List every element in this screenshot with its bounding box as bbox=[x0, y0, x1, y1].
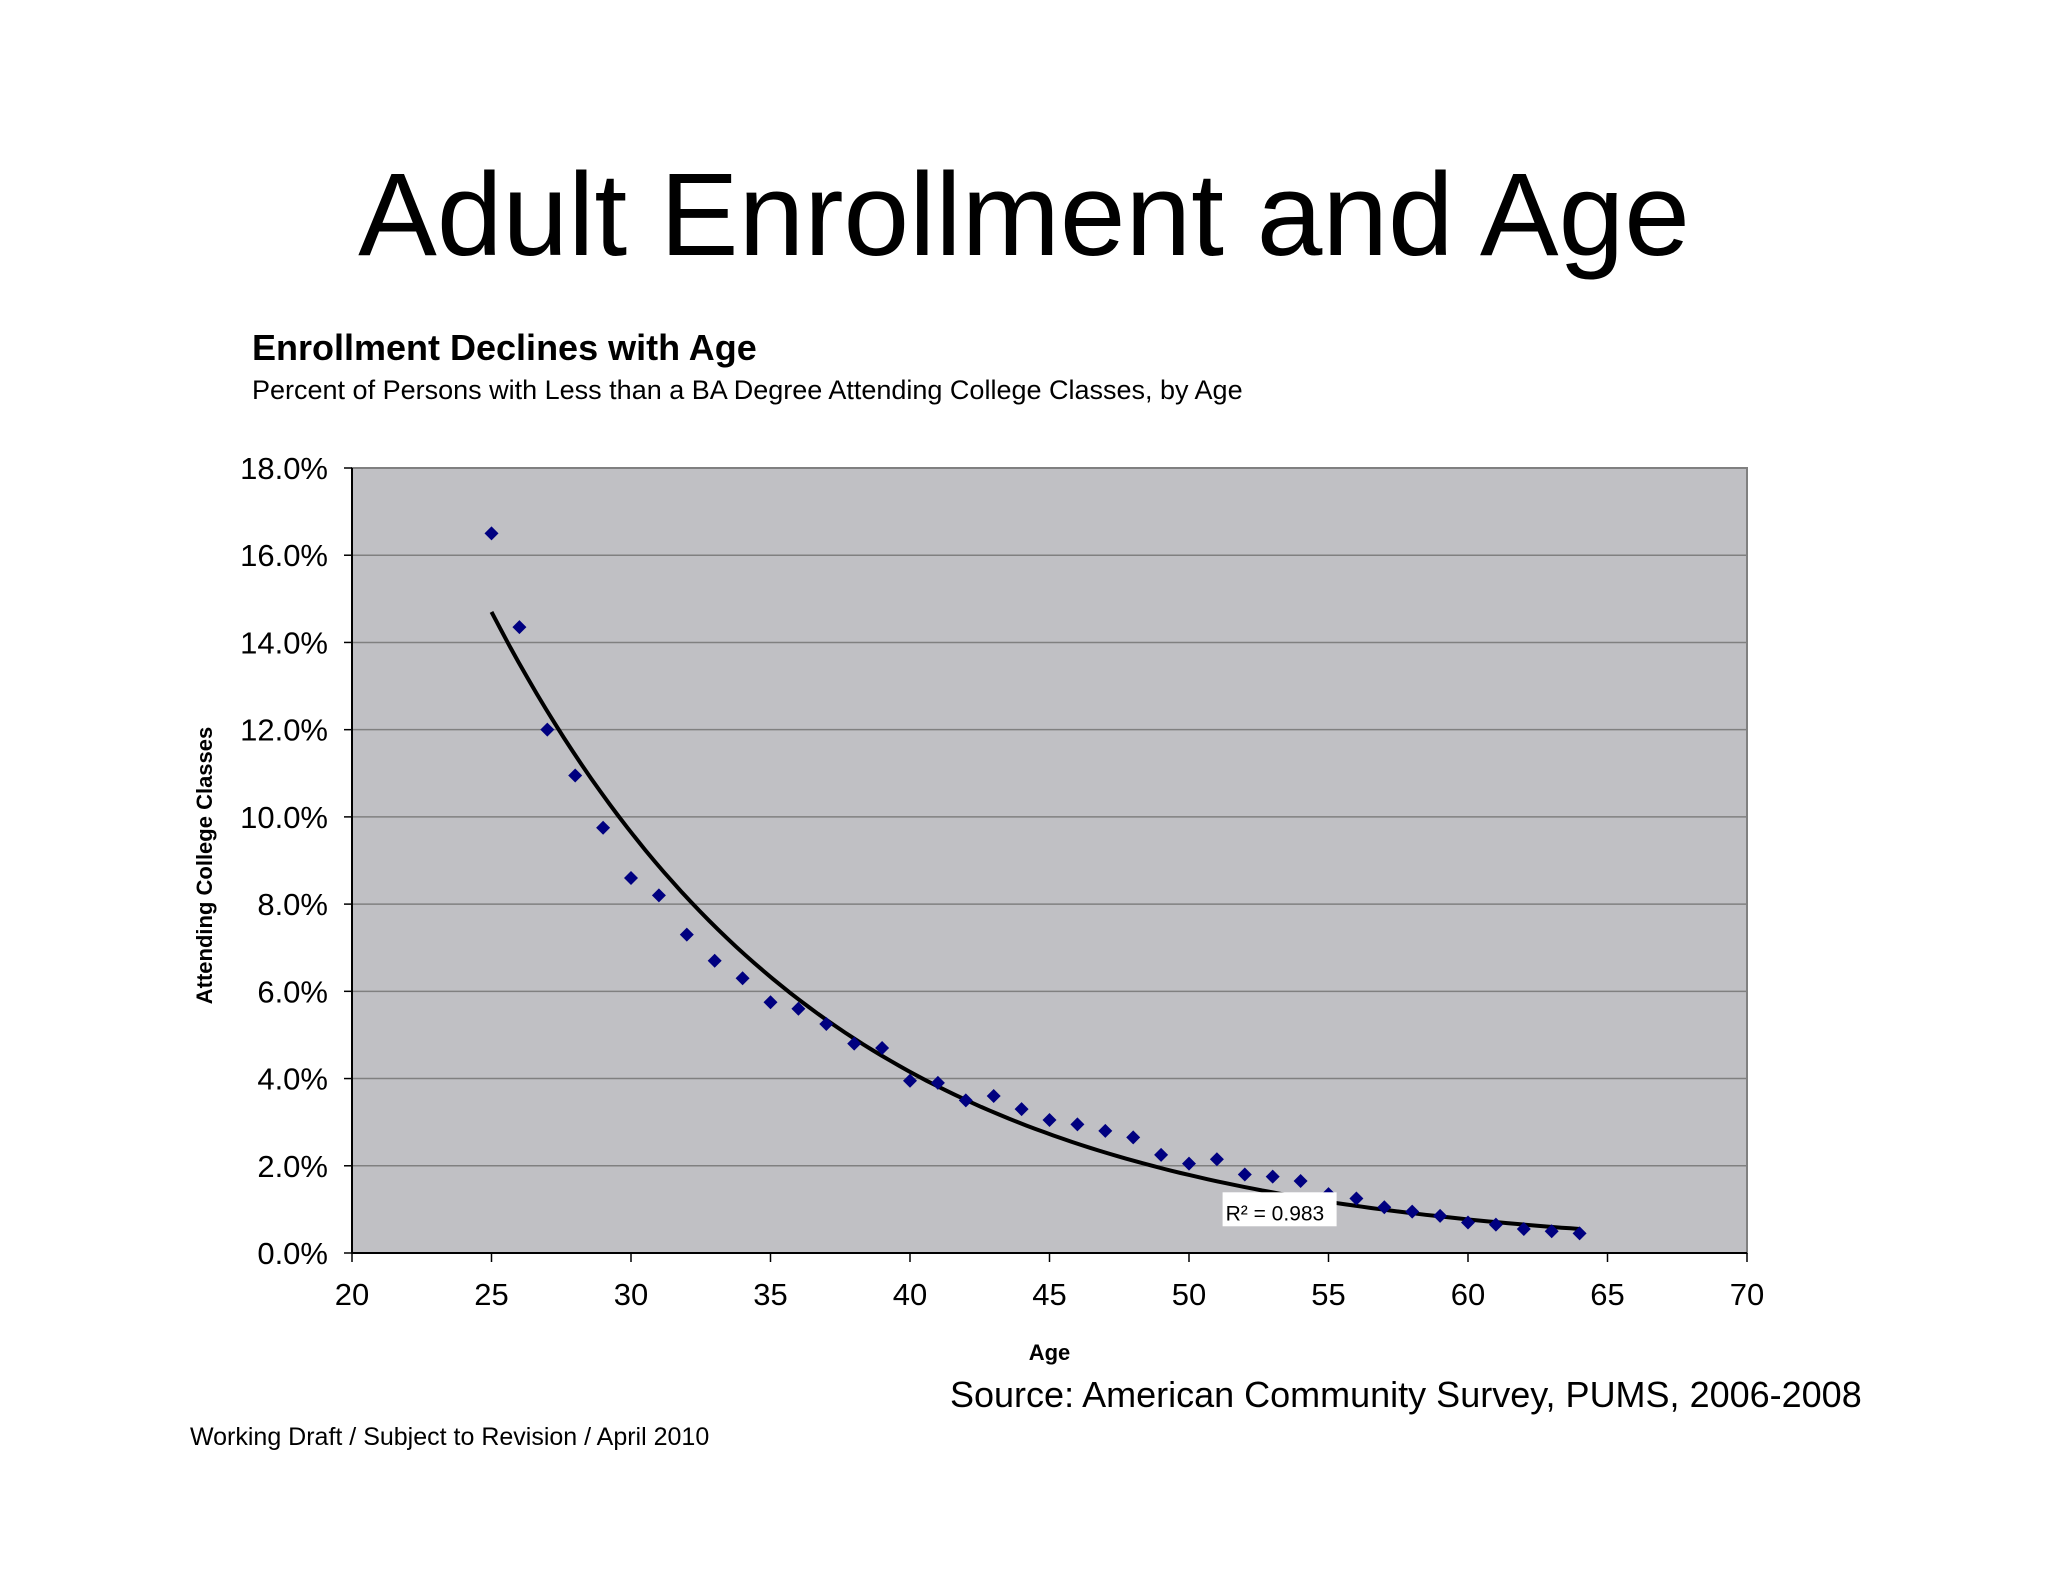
data-point bbox=[651, 888, 666, 903]
x-tick-label: 55 bbox=[1311, 1277, 1345, 1312]
data-point bbox=[1237, 1167, 1252, 1182]
data-point bbox=[596, 820, 611, 835]
data-point bbox=[986, 1089, 1001, 1103]
trendline bbox=[489, 610, 1580, 1231]
x-tick-label: 20 bbox=[335, 1277, 369, 1312]
data-point bbox=[1461, 1215, 1475, 1230]
data-point bbox=[1405, 1204, 1420, 1219]
x-tick-label: 30 bbox=[614, 1277, 648, 1312]
data-point bbox=[1209, 1152, 1224, 1167]
data-point bbox=[568, 768, 583, 783]
r-squared-box bbox=[1222, 1192, 1337, 1227]
data-point bbox=[930, 1075, 945, 1090]
data-point bbox=[1182, 1156, 1196, 1171]
data-point bbox=[1377, 1200, 1392, 1215]
data-point bbox=[875, 1041, 890, 1056]
x-tick-label: 65 bbox=[1590, 1277, 1624, 1312]
chart-title: Enrollment Declines with Age bbox=[252, 327, 757, 368]
x-tick-label: 60 bbox=[1451, 1277, 1485, 1312]
data-point bbox=[1433, 1208, 1448, 1223]
data-point bbox=[958, 1093, 973, 1108]
data-point bbox=[624, 870, 638, 885]
r-squared-label: R² = 0.983 bbox=[1226, 1202, 1325, 1225]
y-axis-label: Attending College Classes bbox=[192, 727, 217, 1005]
x-tick-label: 70 bbox=[1730, 1277, 1764, 1312]
data-point bbox=[707, 953, 722, 968]
x-axis-label: Age bbox=[1029, 1340, 1071, 1365]
data-point bbox=[1488, 1217, 1503, 1232]
y-tick-label: 14.0% bbox=[240, 625, 328, 660]
data-point bbox=[484, 526, 499, 541]
data-point bbox=[540, 722, 555, 737]
x-tick-label: 50 bbox=[1172, 1277, 1206, 1312]
y-tick-label: 18.0% bbox=[240, 451, 328, 486]
data-point bbox=[847, 1036, 862, 1051]
slide-title: Adult Enrollment and Age bbox=[358, 149, 1690, 281]
data-point bbox=[1544, 1224, 1559, 1239]
source-note: Source: American Community Survey, PUMS,… bbox=[950, 1374, 1862, 1415]
data-point bbox=[1126, 1130, 1141, 1145]
data-point bbox=[819, 1017, 834, 1032]
y-tick-label: 10.0% bbox=[240, 800, 328, 835]
y-tick-label: 2.0% bbox=[257, 1149, 328, 1184]
chart-subtitle: Percent of Persons with Less than a BA D… bbox=[252, 375, 1243, 405]
data-point bbox=[735, 971, 750, 986]
data-point bbox=[1098, 1123, 1113, 1138]
x-tick-label: 35 bbox=[753, 1277, 787, 1312]
data-point bbox=[791, 1001, 806, 1016]
data-point bbox=[1265, 1169, 1280, 1184]
footer-note: Working Draft / Subject to Revision / Ap… bbox=[190, 1423, 710, 1451]
data-point bbox=[763, 995, 778, 1010]
x-tick-label: 45 bbox=[1032, 1277, 1066, 1312]
y-tick-label: 0.0% bbox=[257, 1236, 328, 1271]
data-point bbox=[1014, 1102, 1029, 1117]
data-point bbox=[1293, 1174, 1308, 1189]
data-point bbox=[1516, 1222, 1531, 1237]
y-tick-label: 6.0% bbox=[257, 974, 328, 1009]
x-tick-label: 40 bbox=[893, 1277, 927, 1312]
y-tick-label: 4.0% bbox=[257, 1062, 328, 1097]
data-point bbox=[1349, 1191, 1364, 1206]
data-point bbox=[1070, 1117, 1085, 1132]
y-tick-label: 12.0% bbox=[240, 713, 328, 748]
x-tick-label: 25 bbox=[474, 1277, 508, 1312]
y-tick-label: 8.0% bbox=[257, 887, 328, 922]
data-point bbox=[512, 620, 527, 635]
data-point bbox=[1154, 1147, 1169, 1162]
data-point bbox=[679, 927, 694, 942]
data-point bbox=[1572, 1226, 1587, 1241]
y-tick-label: 16.0% bbox=[240, 538, 328, 573]
data-point bbox=[903, 1073, 917, 1088]
data-point bbox=[1042, 1112, 1057, 1127]
